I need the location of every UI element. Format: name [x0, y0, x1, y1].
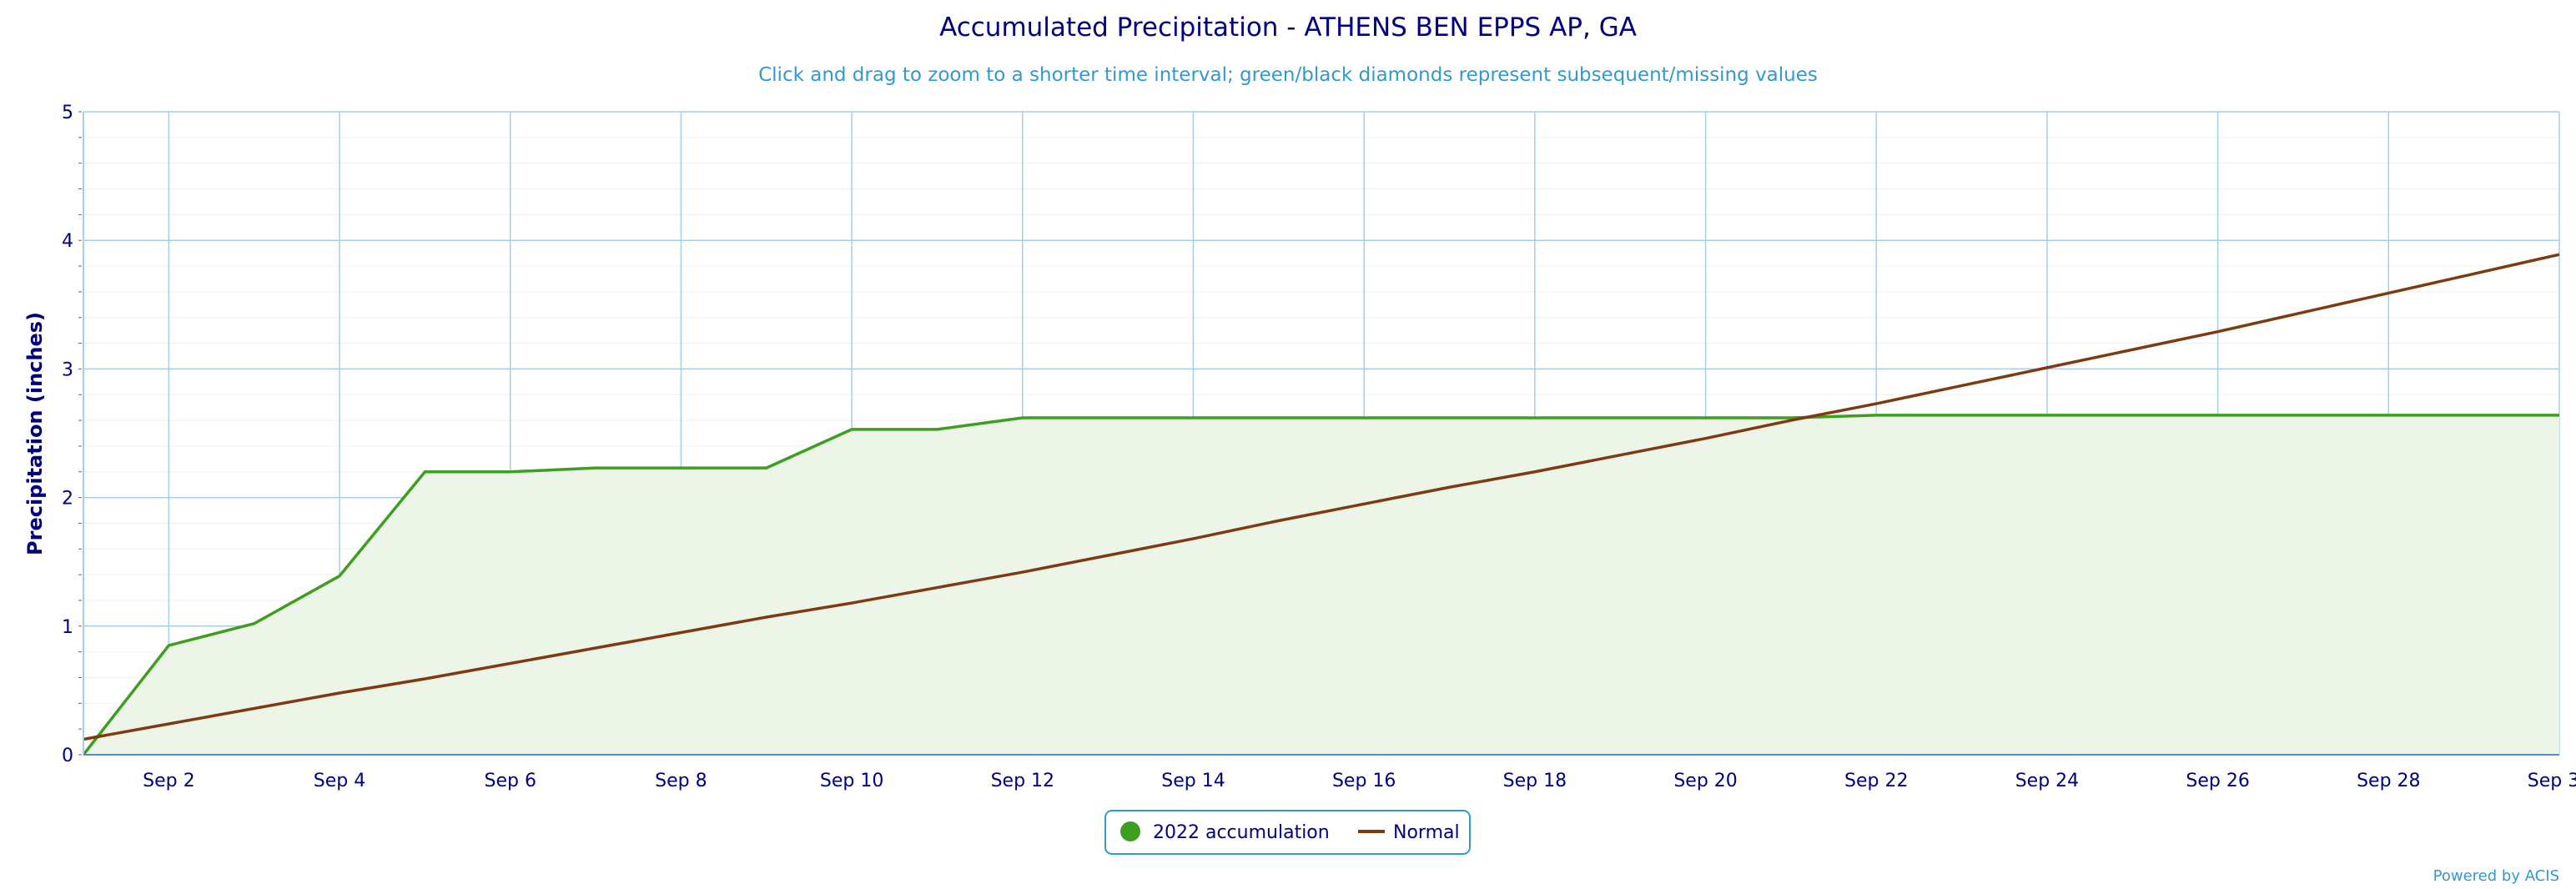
legend-box	[1104, 810, 1471, 855]
y-tick-label: 4	[62, 231, 73, 252]
legend-item-normal[interactable]: Normal	[1358, 822, 1460, 843]
x-tick-label: Sep 6	[484, 771, 536, 791]
legend[interactable]: 2022 accumulation Normal	[1104, 810, 1471, 855]
x-tick-label: Sep 28	[2357, 771, 2420, 791]
x-tick-label: Sep 2	[143, 771, 194, 791]
x-tick-label: Sep 24	[2015, 771, 2079, 791]
y-tick-label: 3	[62, 359, 73, 380]
axes	[83, 112, 2559, 756]
series-area-2022-accumulation	[83, 414, 2559, 755]
x-tick-label: Sep 8	[655, 771, 707, 791]
series-layer[interactable]	[78, 249, 2564, 760]
chart-subtitle: Click and drag to zoom to a shorter time…	[758, 64, 1818, 86]
x-tick-label: Sep 16	[1332, 771, 1396, 791]
x-tick-label: Sep 10	[820, 771, 883, 791]
x-axis-ticks: Sep 2 Sep 4 Sep 6 Sep 8 Sep 10 Sep 12 Sep 14 Se…	[143, 771, 2576, 791]
x-tick-label: Sep 4	[314, 771, 365, 791]
x-tick-label: Sep 14	[1161, 771, 1225, 791]
credit-link[interactable]: Powered by ACIS	[2433, 867, 2559, 885]
y-axis-ticks: 0 1 2 3 4 5	[62, 103, 73, 766]
y-tick-label: 1	[62, 617, 73, 638]
x-tick-label: Sep 26	[2186, 771, 2249, 791]
y-tick-label: 0	[62, 746, 73, 766]
legend-item-2022-accumulation[interactable]: 2022 accumulation	[1120, 821, 1330, 843]
legend-label-2022-accumulation: 2022 accumulation	[1153, 822, 1330, 843]
y-axis-label: Precipitation (inches)	[23, 312, 47, 555]
y-tick-label: 2	[62, 489, 73, 510]
series-line-2022-accumulation[interactable]	[82, 414, 2559, 756]
x-tick-label: Sep 22	[1844, 771, 1908, 791]
y-tick-label: 5	[62, 103, 73, 123]
series-line-normal[interactable]	[83, 253, 2560, 741]
legend-marker-2022-accumulation	[1120, 821, 1140, 841]
legend-label-normal: Normal	[1393, 822, 1460, 843]
chart-title: Accumulated Precipitation - ATHENS BEN E…	[939, 13, 1637, 43]
x-tick-label: Sep 12	[991, 771, 1054, 791]
x-tick-label: Sep 30	[2528, 771, 2576, 791]
x-tick-label: Sep 20	[1673, 771, 1737, 791]
x-tick-label: Sep 18	[1503, 771, 1567, 791]
